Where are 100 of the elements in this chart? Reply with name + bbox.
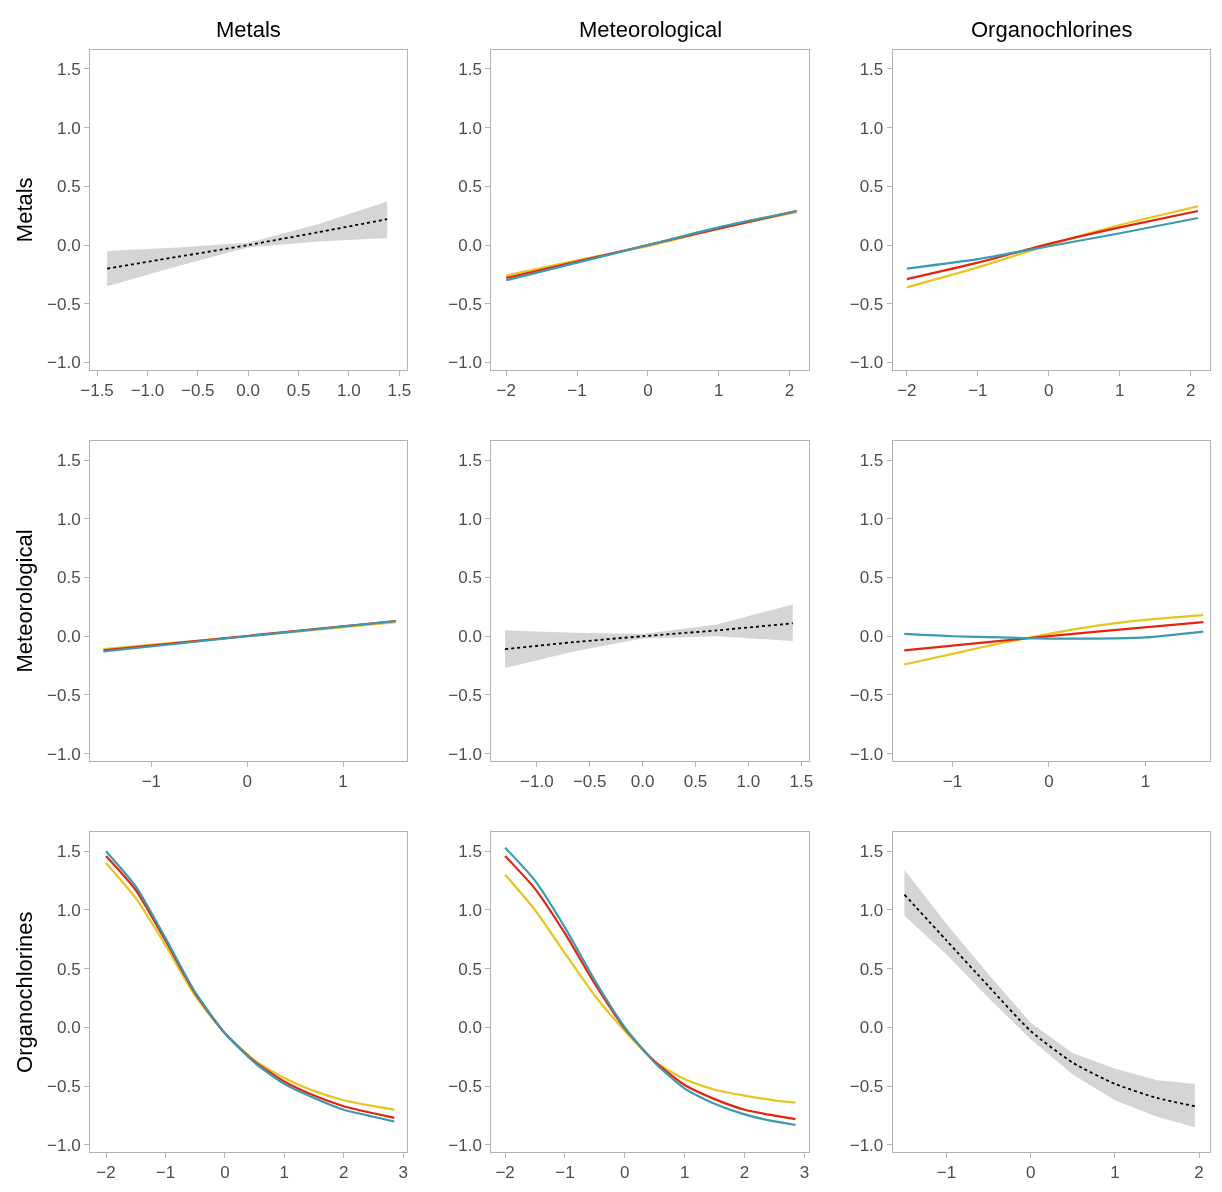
y-tick-label: 0.5: [56, 568, 81, 588]
line-series: [903, 630, 1205, 640]
x-tick-label: 2: [1194, 1163, 1204, 1183]
y-tick-label: −0.5: [448, 685, 482, 705]
y-tick-label: 1.5: [859, 842, 884, 862]
chart-title: Organochlorines: [971, 17, 1133, 42]
y-tick-label: −1.0: [849, 1135, 884, 1155]
y-tick-label: 1.0: [56, 900, 81, 920]
y-tick-label: 1.5: [859, 450, 884, 470]
x-tick-label: −1.0: [130, 380, 165, 400]
y-tick-label: −1.0: [47, 1135, 81, 1155]
y-tick-label: 0.0: [859, 1018, 884, 1038]
y-tick-label: −0.5: [448, 294, 482, 314]
x-tick-label: 2: [739, 1163, 750, 1183]
y-tick-label: −0.5: [47, 294, 81, 314]
y-tick-label: −1.0: [849, 744, 884, 764]
y-tick-label: −1.0: [448, 353, 482, 373]
y-tick-label: −1.0: [47, 353, 81, 373]
y-tick-label: 1.0: [458, 900, 482, 920]
y-tick-label: −0.5: [849, 294, 884, 314]
y-tick-label: −0.5: [47, 685, 81, 705]
y-tick-label: 0.5: [56, 959, 81, 979]
y-tick-label: −0.5: [47, 1077, 81, 1097]
y-tick-label: 1.0: [859, 118, 884, 138]
x-tick-label: 2: [339, 1163, 349, 1183]
x-tick-label: 1: [1115, 380, 1125, 400]
x-tick-label: 0: [620, 1163, 630, 1183]
y-tick-label: 0.0: [458, 1018, 482, 1038]
y-tick-label: 0.5: [458, 959, 482, 979]
y-tick-label: −1.0: [448, 1135, 482, 1155]
y-tick-label: 0.0: [458, 627, 482, 647]
x-tick-label: 1: [1110, 1163, 1120, 1183]
x-tick-label: 0: [1044, 772, 1054, 792]
y-tick-label: 0.5: [859, 959, 884, 979]
line-series: [905, 216, 1200, 270]
x-tick-label: −0.5: [181, 380, 215, 400]
x-tick-label: 1: [713, 380, 724, 400]
x-tick-label: −2: [496, 380, 516, 400]
x-tick-label: −0.5: [572, 772, 607, 792]
x-tick-label: −2: [495, 1163, 515, 1183]
y-tick-label: 0.5: [458, 177, 482, 197]
x-tick-label: 1: [338, 772, 348, 792]
y-tick-label: 0.5: [859, 177, 884, 197]
y-tick-label: 1.5: [458, 842, 482, 862]
x-tick-label: −2: [897, 380, 917, 400]
x-tick-label: 1.0: [736, 772, 761, 792]
x-tick-label: 3: [398, 1163, 408, 1183]
x-tick-label: −1: [155, 1163, 176, 1183]
y-tick-label: 0.0: [458, 235, 482, 255]
x-tick-label: −1: [141, 772, 162, 792]
y-axis-title: Organochlorines: [11, 911, 37, 1073]
x-tick-label: −1.0: [520, 772, 554, 792]
line-series: [903, 893, 1196, 1108]
y-tick-label: −0.5: [448, 1077, 482, 1097]
x-tick-label: 1.5: [789, 772, 814, 792]
x-tick-label: 1: [679, 1163, 690, 1183]
x-tick-label: −1: [936, 1163, 957, 1183]
y-tick-label: −1.0: [448, 744, 482, 764]
y-tick-label: 0.5: [458, 568, 482, 588]
y-tick-label: 1.0: [859, 900, 884, 920]
y-tick-label: 1.5: [458, 59, 482, 79]
x-tick-label: −2: [96, 1163, 116, 1183]
y-tick-label: 0.0: [56, 1018, 81, 1038]
x-tick-label: 0: [220, 1163, 230, 1183]
y-tick-label: 1.0: [859, 509, 884, 529]
x-tick-label: 0: [1025, 1163, 1036, 1183]
chart-title: Metals: [216, 17, 281, 42]
x-tick-label: −1: [968, 380, 988, 400]
y-tick-label: 1.5: [458, 450, 482, 470]
y-axis-title: Meteorological: [11, 529, 37, 673]
y-tick-label: 0.0: [859, 235, 884, 255]
x-tick-label: 1.5: [387, 380, 412, 400]
y-tick-label: 1.0: [458, 118, 482, 138]
x-tick-label: 3: [799, 1163, 810, 1183]
line-series: [504, 622, 794, 651]
y-tick-label: 0.5: [56, 177, 81, 197]
y-tick-label: 0.0: [859, 627, 884, 647]
x-tick-label: 1: [279, 1163, 290, 1183]
y-tick-label: −1.0: [849, 353, 884, 373]
x-tick-label: 0.0: [236, 380, 260, 400]
x-tick-label: 0.5: [286, 380, 311, 400]
y-tick-label: 1.5: [56, 450, 81, 470]
y-tick-label: 1.0: [56, 118, 81, 138]
x-tick-label: −1.5: [80, 380, 114, 400]
y-tick-label: 0.0: [56, 235, 81, 255]
y-tick-label: 1.0: [56, 509, 81, 529]
line-series: [903, 614, 1205, 666]
x-tick-label: 0: [1044, 380, 1054, 400]
y-tick-label: 0.0: [56, 627, 81, 647]
y-tick-label: 1.5: [859, 59, 884, 79]
x-tick-label: 1: [1140, 772, 1151, 792]
x-tick-label: 0.0: [630, 772, 655, 792]
x-tick-label: −1: [567, 380, 587, 400]
y-tick-label: 1.0: [458, 509, 482, 529]
y-tick-label: −0.5: [849, 1077, 884, 1097]
y-tick-label: 1.5: [56, 59, 81, 79]
x-tick-label: 2: [784, 380, 795, 400]
y-tick-label: −1.0: [47, 744, 81, 764]
y-axis-title: Metals: [11, 177, 37, 243]
y-tick-label: −0.5: [849, 685, 884, 705]
